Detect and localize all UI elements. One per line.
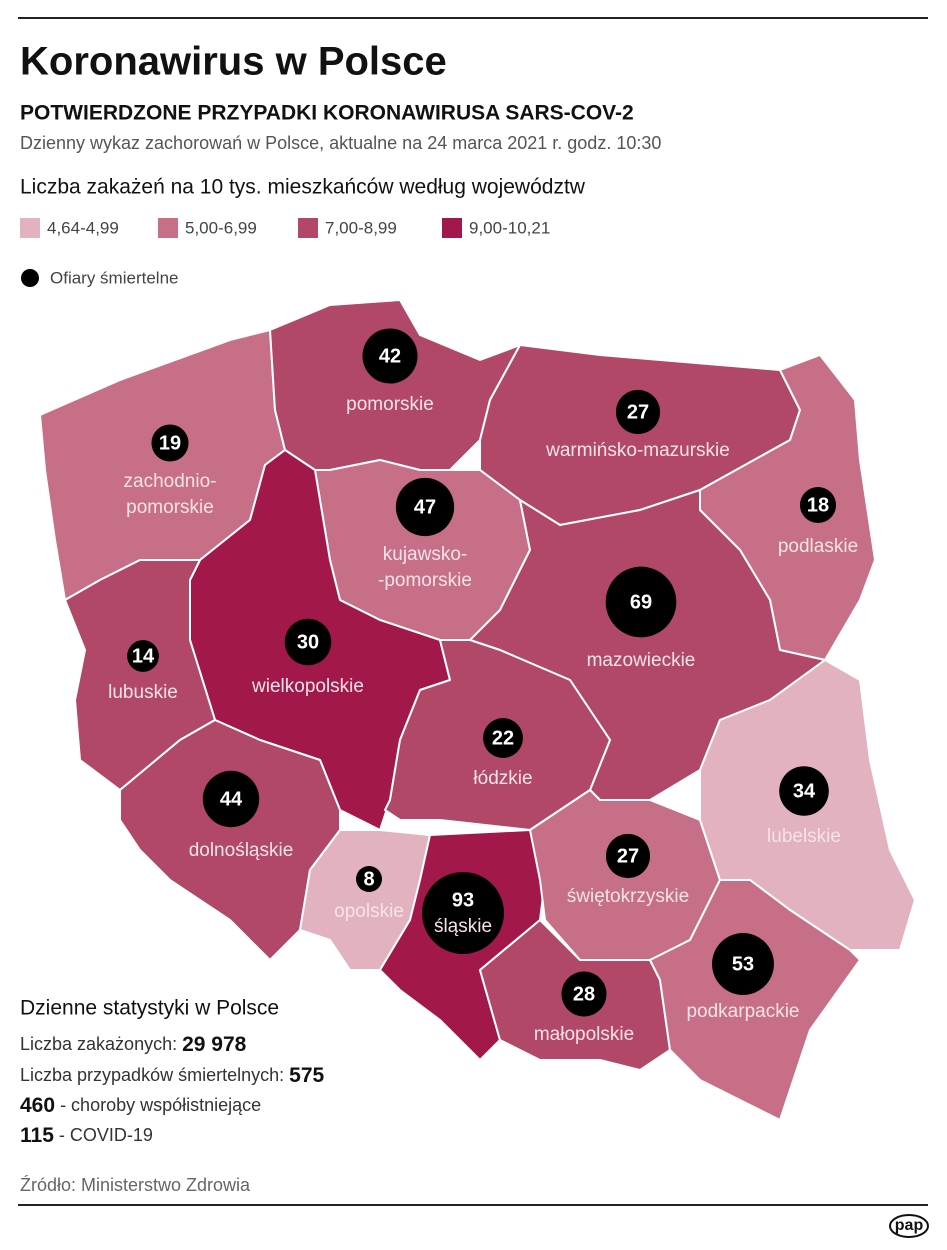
region-name: lubelskie [767, 826, 841, 847]
legend-title: Liczba zakażeń na 10 tys. mieszkańców we… [20, 176, 586, 199]
region-name: podlaskie [778, 536, 858, 557]
stats-value: 115 [20, 1124, 54, 1147]
legend-swatch [298, 218, 318, 238]
note: Dzienny wykaz zachorowań w Polsce, aktua… [20, 133, 661, 153]
logo: pap [895, 1217, 924, 1234]
death-count: 69 [630, 591, 652, 613]
region-name: warmińsko-mazurskie [545, 440, 730, 461]
stats-line: Liczba zakażonych: 29 978 [20, 1033, 247, 1056]
death-circle [483, 718, 523, 758]
death-count: 34 [793, 780, 816, 802]
region [649, 879, 861, 1121]
region-name: mazowieckie [587, 650, 696, 671]
death-circle [561, 971, 607, 1017]
legend-swatch [20, 218, 40, 238]
source: Źródło: Ministerstwo Zdrowia [20, 1175, 251, 1195]
region-name: świętokrzyskie [567, 886, 689, 907]
death-count: 30 [297, 631, 319, 653]
stats-line: 460 - choroby współistniejące [20, 1094, 261, 1117]
stats-value: 29 978 [182, 1033, 247, 1056]
death-circle [202, 770, 260, 828]
stats-title: Dzienne statystyki w Polsce [20, 997, 279, 1020]
death-circle [615, 389, 661, 435]
region-name: wielkopolskie [251, 676, 364, 697]
deaths-legend-label: Ofiary śmiertelne [50, 268, 178, 287]
death-circle [284, 618, 332, 666]
legend: 4,64-4,99 5,00-6,99 7,00-8,99 9,00-10,21 [20, 218, 550, 238]
map: 19 zachodnio-pomorskie 42 pomorskie 27 warmiń… [39, 299, 916, 1121]
stats-line: 115 - COVID-19 [20, 1124, 153, 1147]
death-count: 47 [414, 496, 436, 518]
region-name: opolskie [334, 901, 404, 922]
death-count: 22 [492, 727, 514, 749]
stats-label: - choroby współistniejące [60, 1095, 261, 1115]
death-circle [605, 566, 677, 638]
death-count: 42 [379, 345, 401, 367]
death-circle [779, 766, 829, 816]
death-count: 28 [573, 983, 595, 1005]
region-name: pomorskie [126, 497, 214, 518]
legend-swatch [442, 218, 462, 238]
death-count: 93 [452, 889, 474, 911]
region-name: lubuskie [108, 682, 178, 703]
region-name: małopolskie [534, 1024, 634, 1045]
region-name: -pomorskie [378, 570, 472, 591]
death-count: 8 [363, 868, 374, 890]
death-count: 53 [732, 953, 754, 975]
legend-swatch [158, 218, 178, 238]
death-count: 18 [807, 494, 829, 516]
death-count: 44 [220, 788, 243, 810]
stats-value: 575 [289, 1064, 324, 1087]
death-circle [151, 424, 189, 462]
death-circle [799, 486, 837, 524]
subtitle: POTWIERDZONE PRZYPADKI KORONAWIRUSA SARS… [20, 102, 634, 125]
region-name: podkarpackie [686, 1001, 799, 1022]
legend-label: 4,64-4,99 [47, 218, 119, 237]
death-circle [362, 328, 418, 384]
region-name: zachodnio- [124, 471, 217, 492]
death-circle [605, 833, 651, 879]
legend-label: 7,00-8,99 [325, 218, 397, 237]
death-circle [127, 640, 159, 672]
death-circle [712, 933, 774, 995]
death-count: 14 [132, 645, 155, 667]
logo-frame [889, 1214, 929, 1238]
death-count: 27 [627, 401, 649, 423]
region-name: kujawsko- [383, 544, 467, 565]
stats-line: Liczba przypadków śmiertelnych: 575 [20, 1064, 324, 1087]
region-name: śląskie [434, 916, 492, 937]
region-name: dolnośląskie [189, 840, 294, 861]
death-circle [356, 866, 382, 892]
death-circle [395, 477, 455, 537]
region-name: pomorskie [346, 394, 434, 415]
deaths-legend-marker [21, 269, 39, 287]
stats-label: - COVID-19 [59, 1125, 153, 1145]
stats-value: 460 [20, 1094, 55, 1117]
stats-label: Liczba przypadków śmiertelnych: [20, 1065, 284, 1085]
legend-label: 9,00-10,21 [469, 218, 550, 237]
region-name: łódzkie [473, 768, 532, 789]
death-count: 27 [617, 845, 639, 867]
title: Koronawirus w Polsce [20, 40, 447, 84]
death-circle [422, 872, 504, 954]
legend-label: 5,00-6,99 [185, 218, 257, 237]
death-count: 19 [159, 432, 181, 454]
stats-label: Liczba zakażonych: [20, 1034, 177, 1054]
